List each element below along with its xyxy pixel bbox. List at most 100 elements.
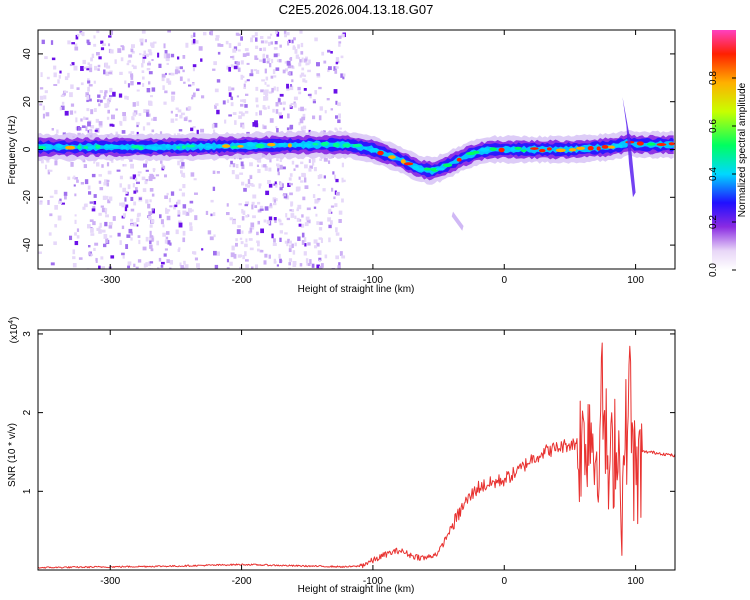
noise-speckle xyxy=(241,112,245,117)
noise-speckle xyxy=(168,209,171,212)
noise-speckle xyxy=(165,207,168,213)
noise-speckle xyxy=(182,204,187,209)
noise-speckle xyxy=(195,40,199,44)
noise-speckle xyxy=(190,172,195,177)
noise-speckle xyxy=(214,264,219,269)
noise-speckle xyxy=(70,162,74,167)
noise-speckle xyxy=(279,237,282,243)
noise-speckle xyxy=(247,179,251,185)
noise-speckle xyxy=(160,219,164,225)
noise-speckle xyxy=(80,182,85,185)
noise-speckle xyxy=(119,120,122,125)
noise-speckle xyxy=(174,69,178,75)
noise-speckle xyxy=(302,196,306,201)
noise-speckle xyxy=(219,44,224,47)
noise-speckle xyxy=(166,259,170,264)
noise-speckle xyxy=(111,114,115,120)
noise-speckle xyxy=(289,104,292,108)
noise-speckle xyxy=(148,215,152,220)
noise-speckle xyxy=(270,33,273,36)
noise-speckle xyxy=(286,217,291,221)
noise-speckle xyxy=(87,78,90,81)
bottom-y-tick-label: 1 xyxy=(22,488,33,494)
noise-speckle xyxy=(298,107,302,111)
noise-speckle xyxy=(175,229,179,235)
noise-speckle xyxy=(59,70,62,74)
noise-speckle xyxy=(129,176,133,180)
noise-speckle xyxy=(106,116,110,120)
noise-speckle xyxy=(237,49,241,52)
ridge-hotspot xyxy=(237,144,244,148)
noise-speckle xyxy=(93,161,96,164)
noise-speckle xyxy=(85,126,88,132)
noise-speckle xyxy=(105,238,109,244)
noise-speckle xyxy=(238,203,242,206)
noise-speckle xyxy=(180,170,183,174)
noise-speckle xyxy=(97,94,101,98)
noise-speckle xyxy=(301,240,305,245)
colorbar-tick-label: 0.8 xyxy=(708,71,719,85)
noise-speckle xyxy=(271,87,274,93)
noise-speckle xyxy=(120,57,124,62)
noise-speckle xyxy=(136,217,140,222)
noise-speckle xyxy=(294,242,297,247)
ridge-hotspot xyxy=(221,144,231,148)
noise-speckle xyxy=(250,37,253,43)
noise-speckle xyxy=(145,262,148,267)
ridge-hotspot xyxy=(104,144,113,149)
noise-speckle xyxy=(192,82,195,85)
noise-speckle xyxy=(133,190,137,194)
noise-speckle xyxy=(293,103,297,108)
noise-speckle xyxy=(108,97,112,101)
noise-speckle xyxy=(140,41,144,46)
noise-speckle xyxy=(90,125,95,129)
noise-speckle xyxy=(257,157,262,163)
frequency-ridge-layer xyxy=(38,96,675,231)
noise-speckle xyxy=(181,192,186,197)
noise-speckle xyxy=(240,103,244,107)
noise-speckle xyxy=(292,250,296,255)
noise-speckle xyxy=(142,188,147,193)
noise-speckle xyxy=(64,90,69,93)
noise-speckle xyxy=(163,101,167,105)
noise-speckle xyxy=(245,215,249,218)
noise-speckle xyxy=(183,260,186,265)
noise-speckle xyxy=(137,82,141,85)
noise-speckle xyxy=(152,208,155,214)
noise-speckle xyxy=(330,51,333,54)
noise-speckle xyxy=(335,227,338,233)
noise-speckle xyxy=(57,79,60,84)
noise-speckle xyxy=(288,177,292,181)
noise-speckle xyxy=(61,101,65,105)
ridge-hotspot xyxy=(87,145,96,150)
ridge-hotspot xyxy=(388,155,396,159)
noise-speckle xyxy=(145,179,149,182)
noise-speckle xyxy=(287,182,291,188)
noise-speckle xyxy=(258,184,261,189)
noise-speckle xyxy=(300,106,304,112)
noise-speckle xyxy=(273,217,277,221)
noise-speckle xyxy=(307,69,311,73)
noise-speckle xyxy=(296,186,300,191)
noise-speckle xyxy=(108,222,113,226)
noise-speckle xyxy=(301,116,306,121)
noise-speckle xyxy=(217,51,221,55)
noise-speckle xyxy=(292,261,297,266)
noise-speckle xyxy=(161,164,164,168)
noise-speckle xyxy=(97,68,100,71)
noise-speckle xyxy=(246,52,250,56)
noise-speckle xyxy=(93,247,96,251)
noise-speckle xyxy=(210,30,214,36)
noise-speckle xyxy=(262,58,266,64)
noise-speckle xyxy=(335,115,338,119)
noise-speckle xyxy=(124,80,127,84)
noise-speckle xyxy=(334,127,337,131)
top-x-tick-label: 0 xyxy=(501,275,507,286)
noise-speckle xyxy=(339,237,343,242)
noise-speckle xyxy=(142,55,147,59)
noise-speckle xyxy=(123,213,127,218)
noise-speckle xyxy=(268,216,273,221)
noise-speckle xyxy=(262,105,266,110)
noise-speckle xyxy=(70,84,74,89)
noise-speckle xyxy=(301,232,305,238)
